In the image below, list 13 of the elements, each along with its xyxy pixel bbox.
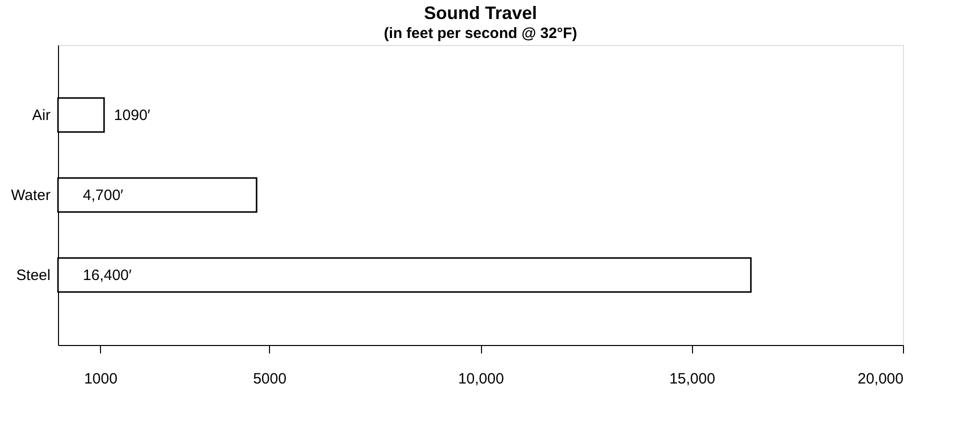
chart-title: Sound Travel: [424, 3, 538, 23]
y-tick-label: Water: [11, 187, 50, 204]
x-tick-label: 15,000: [669, 370, 716, 388]
x-tick-label: 20,000: [858, 370, 904, 388]
chart-subtitle: (in feet per second @ 32°F): [384, 25, 578, 42]
x-tick-label: 1000: [84, 370, 118, 388]
y-tick-label: Steel: [16, 267, 50, 284]
y-tick-label: Air: [32, 107, 50, 124]
data-label: 1090′: [114, 107, 150, 124]
data-label: 4,700′: [82, 187, 124, 204]
x-tick-label: 5000: [253, 370, 286, 388]
data-label: 16,400′: [82, 267, 132, 284]
x-tick-label: 10,000: [458, 370, 504, 388]
